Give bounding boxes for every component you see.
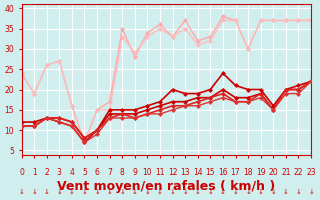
X-axis label: Vent moyen/en rafales ( km/h ): Vent moyen/en rafales ( km/h ) [57,180,276,193]
